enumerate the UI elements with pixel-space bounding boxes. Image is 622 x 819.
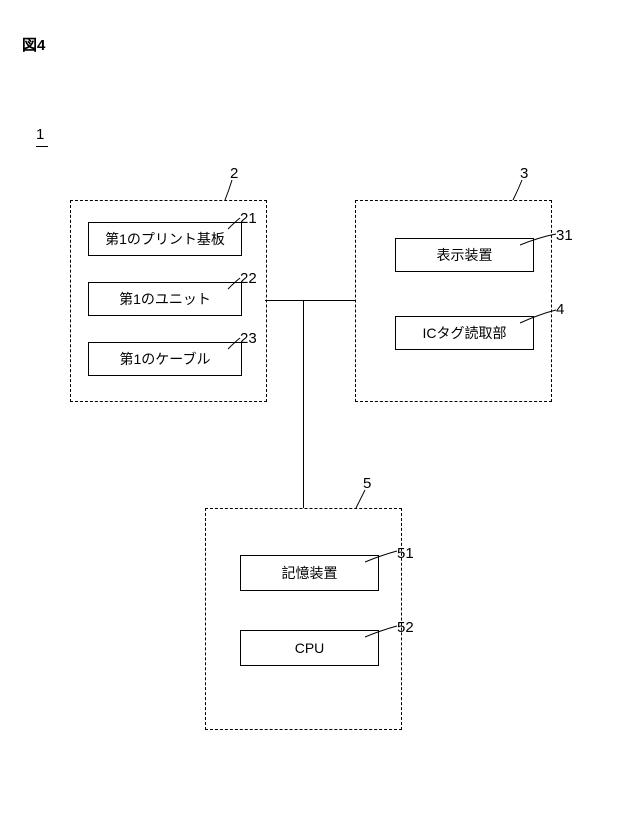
box-51: 記憶装置 xyxy=(240,555,379,591)
group-box-5 xyxy=(205,508,402,730)
box-21: 第1のプリント基板 xyxy=(88,222,242,256)
group-box-3 xyxy=(355,200,552,402)
box-52-label: CPU xyxy=(295,640,325,656)
box-51-label: 記憶装置 xyxy=(282,563,338,583)
ref-31: 31 xyxy=(556,227,573,244)
box-4-label: ICタグ読取部 xyxy=(423,323,507,343)
ref-51: 51 xyxy=(397,545,414,562)
box-52: CPU xyxy=(240,630,379,666)
ref-4: 4 xyxy=(556,301,564,318)
figure-label: 図4 xyxy=(22,34,45,55)
ref-22: 22 xyxy=(240,270,257,287)
ref-5: 5 xyxy=(363,475,371,492)
box-21-label: 第1のプリント基板 xyxy=(105,229,225,249)
ref-system-1-underline xyxy=(36,146,48,147)
box-22: 第1のユニット xyxy=(88,282,242,316)
box-23: 第1のケーブル xyxy=(88,342,242,376)
connector-h xyxy=(265,300,355,301)
box-23-label: 第1のケーブル xyxy=(120,349,211,369)
box-22-label: 第1のユニット xyxy=(119,289,211,309)
ref-system-1: 1 xyxy=(36,126,44,143)
ref-21: 21 xyxy=(240,210,257,227)
ref-2: 2 xyxy=(230,165,238,182)
diagram-canvas: 図4 1 2 第1のプリント基板 21 第1のユニット 22 第1のケーブル 2… xyxy=(0,0,622,819)
connector-v xyxy=(303,300,304,508)
box-31: 表示装置 xyxy=(395,238,534,272)
box-4: ICタグ読取部 xyxy=(395,316,534,350)
ref-52: 52 xyxy=(397,619,414,636)
ref-23: 23 xyxy=(240,330,257,347)
ref-3: 3 xyxy=(520,165,528,182)
box-31-label: 表示装置 xyxy=(437,245,493,265)
